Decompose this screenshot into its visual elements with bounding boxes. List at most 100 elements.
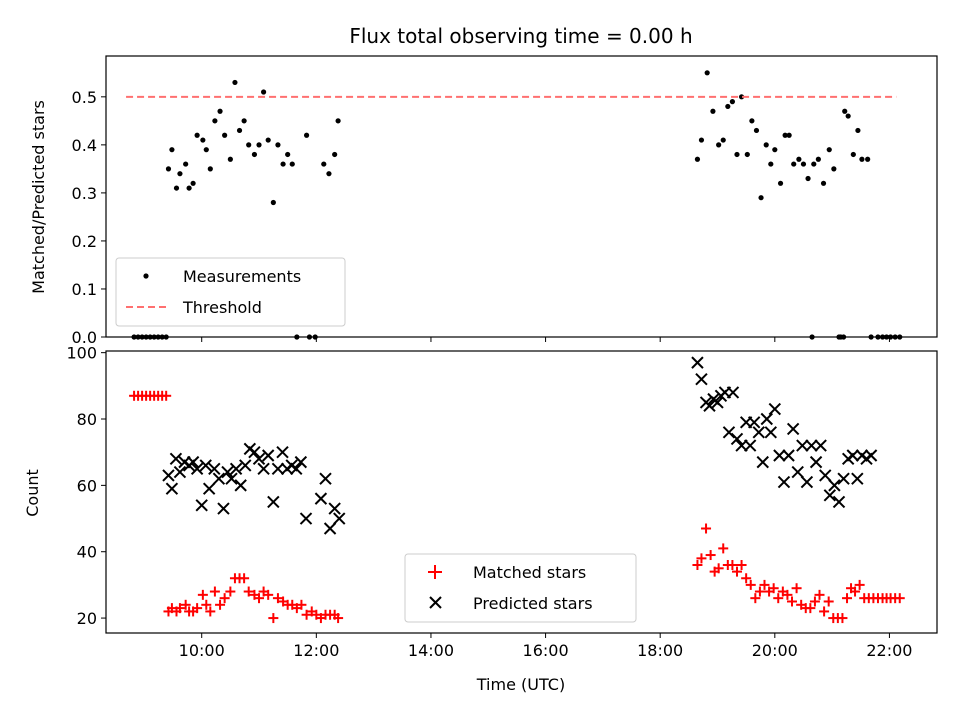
matched-stars-point — [296, 599, 307, 610]
measurements-point — [194, 132, 200, 138]
measurements-point — [831, 166, 837, 172]
measurements-point — [710, 108, 716, 114]
bottom-ytick-label: 20 — [77, 609, 97, 628]
measurements-point — [865, 156, 871, 162]
measurements-point — [805, 175, 811, 182]
matched-stars-point — [254, 593, 265, 604]
top-panel-frame — [105, 55, 938, 338]
predicted-stars-point — [782, 449, 795, 462]
legend-measurements-label: Measurements — [183, 267, 301, 286]
matched-stars-point — [215, 599, 226, 610]
predicted-stars-point — [703, 399, 716, 412]
measurements-point — [177, 171, 183, 177]
predicted-stars-point — [239, 459, 252, 472]
predicted-stars-point — [195, 499, 208, 512]
predicted-stars-point — [276, 445, 289, 459]
matched-stars-point — [263, 589, 274, 600]
bottom-ytick-label: 40 — [77, 543, 97, 562]
predicted-stars-point — [819, 469, 832, 482]
legend-predicted-marker — [429, 596, 442, 609]
measurements-point — [203, 147, 209, 153]
predicted-stars-point — [299, 512, 313, 525]
predicted-stars-point — [173, 465, 187, 479]
bottom-xtick-label: 14:00 — [408, 641, 454, 660]
predicted-stars-point — [805, 439, 818, 452]
measurements-point — [786, 132, 792, 138]
measurements-point — [720, 137, 726, 143]
top-x-ticks — [201, 337, 890, 342]
measurements-point — [815, 156, 821, 162]
matched-stars-point — [819, 606, 830, 617]
matched-stars-point — [805, 603, 816, 614]
measurements-point — [777, 180, 784, 186]
measurements-point — [227, 156, 233, 162]
bottom-xtick-label: 20:00 — [752, 641, 798, 660]
predicted-stars-point — [290, 462, 303, 475]
predicted-stars-point — [252, 452, 266, 466]
measurements-point — [332, 151, 338, 158]
measurements-point — [280, 161, 286, 167]
measurements-point — [729, 99, 736, 105]
predicted-stars-point — [695, 372, 708, 386]
measurements-point — [850, 151, 856, 158]
top-ytick-label: 0.2 — [72, 232, 97, 251]
measurements-point — [169, 147, 175, 153]
measurements-point — [200, 137, 206, 143]
top-ytick-label: 0.5 — [72, 88, 97, 107]
matched-stars-point — [787, 596, 798, 607]
predicted-stars-point — [730, 432, 744, 446]
bottom-xtick-label: 12:00 — [293, 641, 339, 660]
matched-stars-point — [837, 613, 848, 624]
matched-stars-point — [161, 390, 172, 401]
predicted-stars-point — [217, 502, 230, 515]
predicted-stars-point — [319, 472, 332, 485]
measurements-point — [236, 127, 243, 134]
measurements-point — [855, 127, 861, 134]
top-legend: Measurements Threshold — [115, 257, 346, 327]
measurements-point — [251, 151, 258, 158]
matched-stars-point — [333, 613, 344, 624]
predicted-stars-point — [756, 455, 769, 469]
matched-stars-point — [692, 559, 703, 570]
matched-stars-point — [718, 543, 729, 554]
measurements-point — [763, 142, 769, 148]
measurements-point — [698, 137, 705, 143]
measurements-point — [734, 151, 740, 158]
measurements-point — [165, 166, 172, 172]
legend-measurements-marker — [143, 273, 149, 279]
predicted-stars-point — [823, 489, 837, 502]
matched-stars-point — [272, 593, 283, 604]
matched-stars-point — [268, 613, 279, 624]
predicted-stars-point — [691, 356, 704, 369]
measurements-point — [826, 147, 832, 153]
predicted-stars-point — [271, 462, 285, 475]
predicted-stars-point — [752, 426, 765, 439]
bottom-ytick-label: 80 — [77, 410, 97, 429]
measurements-point — [704, 70, 710, 76]
measurements-point — [820, 180, 827, 186]
predicted-stars-point — [791, 465, 804, 479]
matched-stars-point — [239, 573, 250, 584]
predicted-stars-point — [212, 472, 226, 485]
predicted-stars-point — [333, 512, 346, 525]
measurements-point — [738, 94, 745, 100]
top-y-ticks: 0.0 0.1 0.2 0.3 0.4 0.5 — [72, 88, 106, 347]
bottom-panel-ylabel: Count — [23, 469, 42, 517]
measurements-point — [217, 108, 223, 114]
matched-stars-point — [696, 553, 707, 564]
measurements-point — [842, 108, 848, 114]
measurements-point — [772, 147, 778, 153]
measurements-point — [326, 171, 332, 177]
measurements-point — [285, 151, 291, 158]
predicted-stars-point — [768, 402, 782, 416]
measurements-point — [303, 132, 310, 138]
top-panel-title: Flux total observing time = 0.00 h — [349, 24, 692, 48]
predicted-stars-point — [777, 475, 791, 489]
measurements-point — [232, 79, 238, 86]
legend-predicted-label: Predicted stars — [473, 594, 593, 613]
matched-stars-point — [243, 586, 254, 597]
measurements-point — [716, 142, 722, 148]
matched-stars-point — [754, 586, 765, 597]
predicted-stars-point — [225, 472, 238, 485]
predicted-stars-point — [248, 445, 261, 459]
